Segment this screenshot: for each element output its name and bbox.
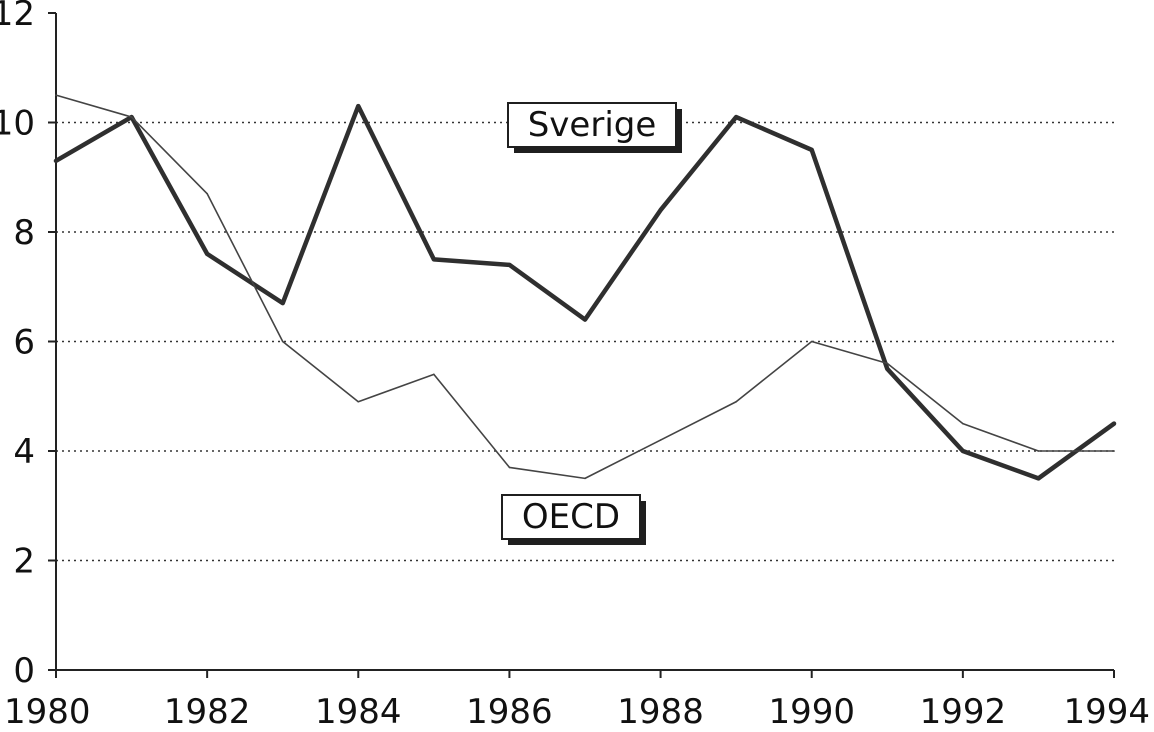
x-tick-label-1984: 1984 [315, 692, 402, 727]
oecd-label-box [501, 494, 641, 540]
oecd-point-1993 [1037, 450, 1040, 452]
oecd-point-1984 [357, 400, 360, 403]
x-tick-label-1992: 1992 [920, 692, 1007, 727]
oecd-point-1989 [735, 400, 737, 403]
x-tick-label-1988: 1988 [617, 692, 704, 727]
x-tick-label-1986: 1986 [466, 692, 553, 727]
oecd-point-1981 [130, 116, 133, 118]
y-tick-label-12: 12 [0, 0, 35, 34]
y-tick-label-10: 10 [0, 104, 35, 144]
y-tick-label-2: 2 [13, 542, 35, 582]
sverige-point-1990 [809, 148, 814, 152]
y-tick-label-8: 8 [13, 213, 35, 253]
sverige-legend-box: Sverige [507, 102, 682, 153]
oecd-point-1985 [433, 373, 435, 376]
x-tick-label-1982: 1982 [164, 692, 251, 727]
x-tick-label-1994: 1994 [1063, 692, 1150, 727]
oecd-point-1990 [810, 340, 813, 343]
sverige-point-1991 [885, 367, 890, 371]
sverige-point-1982 [205, 252, 209, 256]
sverige-point-1993 [1036, 476, 1041, 481]
sverige-point-1983 [280, 301, 285, 305]
oecd-point-1987 [584, 477, 586, 480]
sverige-series-line [53, 103, 1117, 481]
oecd-legend-box: OECD [501, 494, 646, 545]
sverige-series-label: Sverige [528, 105, 657, 145]
sverige-point-1984 [356, 104, 361, 108]
sverige-point-1992 [961, 449, 965, 453]
y-tick-label-0: 0 [13, 651, 35, 691]
sverige-point-1985 [432, 257, 436, 262]
sverige-point-1986 [507, 263, 512, 267]
sverige-point-1980 [54, 159, 58, 163]
sverige-label-box [507, 102, 677, 148]
oecd-point-1994 [1113, 450, 1115, 452]
oecd-point-1980 [55, 94, 57, 96]
y-tick-label-6: 6 [13, 323, 35, 363]
oecd-point-1986 [508, 466, 511, 469]
x-tick-label-1990: 1990 [768, 692, 855, 727]
series-layer [53, 94, 1117, 481]
sverige-point-1988 [658, 208, 663, 212]
x-tick-label-1980: 1980 [4, 692, 91, 727]
sverige-point-1989 [734, 115, 738, 119]
oecd-point-1982 [206, 192, 208, 195]
oecd-point-1992 [962, 422, 964, 425]
oecd-point-1983 [281, 340, 284, 343]
oecd-point-1991 [886, 362, 889, 365]
label-layer: Sverige OECD [501, 102, 682, 545]
oecd-series-label: OECD [522, 497, 620, 537]
y-tick-label-4: 4 [13, 432, 35, 472]
sverige-point-1987 [583, 317, 587, 322]
oecd-point-1988 [659, 439, 662, 441]
sverige-point-1994 [1112, 421, 1116, 426]
